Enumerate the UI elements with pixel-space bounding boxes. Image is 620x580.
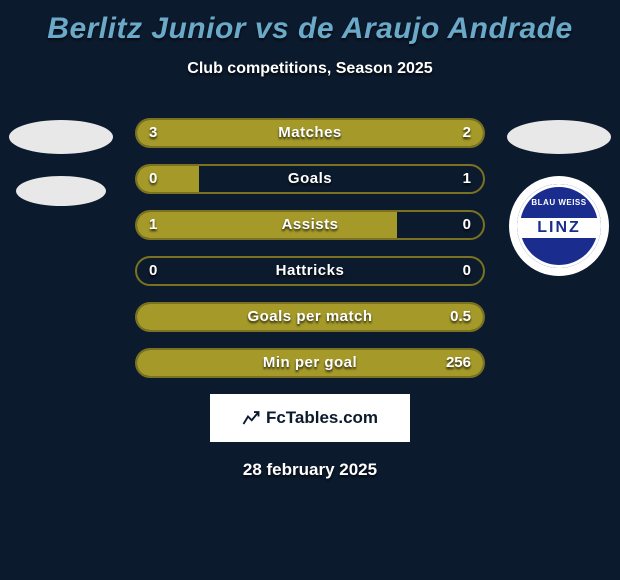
stat-row: 1Assists0: [135, 210, 485, 240]
stat-label: Assists: [137, 212, 483, 238]
stat-value-right: 0.5: [450, 304, 471, 330]
stat-label: Hattricks: [137, 258, 483, 284]
badge-text-top: BLAU WEISS: [509, 198, 609, 207]
stat-row: 3Matches2: [135, 118, 485, 148]
stat-value-right: 2: [463, 120, 471, 146]
subtitle: Club competitions, Season 2025: [0, 60, 620, 78]
placeholder-ellipse: [507, 120, 611, 154]
player1-club-area: [6, 120, 116, 228]
stat-row: Min per goal256: [135, 348, 485, 378]
player2-name: de Araujo Andrade: [298, 12, 573, 45]
brand-text: FcTables.com: [266, 408, 378, 428]
brand-icon: [242, 409, 260, 427]
stat-row: 0Goals1: [135, 164, 485, 194]
stat-label: Goals per match: [137, 304, 483, 330]
stat-label: Min per goal: [137, 350, 483, 376]
stat-row: Goals per match0.5: [135, 302, 485, 332]
stat-value-right: 0: [463, 258, 471, 284]
placeholder-ellipse: [16, 176, 106, 206]
club-badge: BLAU WEISS LINZ: [509, 176, 609, 276]
stat-value-right: 0: [463, 212, 471, 238]
player1-name: Berlitz Junior: [47, 12, 246, 45]
placeholder-ellipse: [9, 120, 113, 154]
vs-label: vs: [255, 12, 289, 45]
brand-badge: FcTables.com: [210, 394, 410, 442]
comparison-card: Berlitz Junior vs de Araujo Andrade Club…: [0, 0, 620, 580]
footer-date: 28 february 2025: [0, 460, 620, 480]
stat-value-right: 1: [463, 166, 471, 192]
badge-text-mid: LINZ: [519, 218, 599, 238]
stat-row: 0Hattricks0: [135, 256, 485, 286]
stat-value-right: 256: [446, 350, 471, 376]
page-title: Berlitz Junior vs de Araujo Andrade: [0, 0, 620, 46]
stat-label: Matches: [137, 120, 483, 146]
stat-label: Goals: [137, 166, 483, 192]
player2-club-area: BLAU WEISS LINZ: [504, 120, 614, 276]
